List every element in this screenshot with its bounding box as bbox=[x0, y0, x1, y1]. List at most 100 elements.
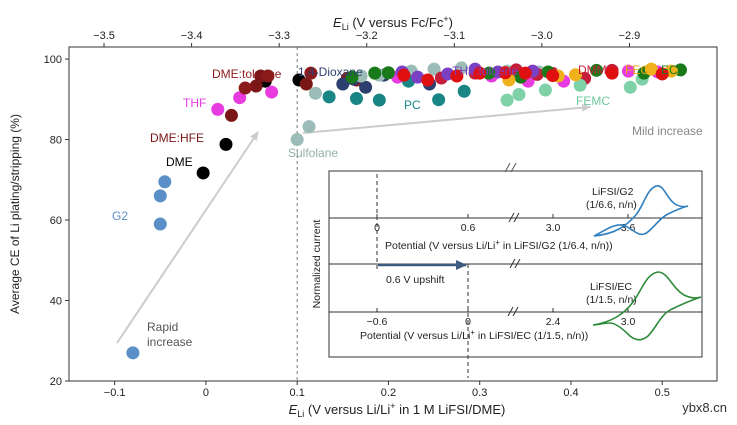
top-tick-label: −3.0 bbox=[531, 30, 553, 42]
top-tick-label: −3.1 bbox=[443, 30, 465, 42]
data-point-g2 bbox=[153, 217, 167, 231]
rapid-increase-arrow bbox=[116, 131, 259, 344]
label-fec: FEC bbox=[625, 63, 649, 77]
data-point-thf bbox=[233, 91, 247, 105]
label-g2: G2 bbox=[112, 209, 128, 223]
data-points bbox=[126, 61, 687, 360]
inset-top-cv-curve bbox=[593, 185, 689, 237]
data-point-ec bbox=[590, 63, 604, 77]
data-point-dmm bbox=[498, 66, 512, 80]
data-point-dmm bbox=[655, 67, 669, 81]
inset-bottom-cv-label-2: (1/1.5, n/n) bbox=[586, 294, 637, 306]
inset-top-cv-label-1: LiFSI/G2 bbox=[592, 186, 634, 198]
inset-bottom-cv-curve bbox=[592, 271, 702, 341]
inset-top-cv-label-2: (1/6.6, n/n) bbox=[586, 199, 637, 211]
data-point-thf-toluene bbox=[411, 70, 425, 84]
data-point-dme-toluene bbox=[238, 81, 252, 95]
label-ec: EC bbox=[661, 63, 678, 77]
data-point-ec bbox=[368, 66, 382, 80]
data-point-1-4-dioxane bbox=[336, 77, 350, 91]
data-point-dme bbox=[219, 137, 233, 151]
y-tick-label: 40 bbox=[50, 296, 62, 308]
data-point-pc bbox=[322, 90, 336, 104]
data-point-sulfolane bbox=[308, 86, 322, 100]
data-point-pc bbox=[457, 84, 471, 98]
inset-top-xlabel: Potential (V versus Li/Li+ in LiFSI/G2 (… bbox=[385, 238, 613, 252]
top-tick-label: −3.2 bbox=[356, 30, 378, 42]
bottom-tick-label: 0.2 bbox=[381, 387, 396, 399]
data-point-dme-toluene bbox=[304, 66, 318, 80]
label-dmm: DMM bbox=[578, 63, 607, 77]
label-mild-increase: Mild increase bbox=[632, 124, 703, 138]
data-point-dme bbox=[196, 166, 210, 180]
label-femc: FEMC bbox=[576, 94, 610, 108]
data-point-1-4-dioxane bbox=[359, 80, 373, 94]
data-point-dme-hfe bbox=[249, 79, 263, 93]
label-rapid: Rapid bbox=[147, 320, 178, 334]
inset-ylabel: Normalized current bbox=[311, 220, 323, 309]
data-point-pc bbox=[372, 93, 386, 107]
bottom-tick-label: 0 bbox=[203, 387, 209, 399]
inset-axis-breaks bbox=[507, 212, 521, 317]
data-point-g2 bbox=[153, 189, 167, 203]
bottom-tick-label: 0.1 bbox=[290, 387, 305, 399]
inset-bottom-tick-label: 0 bbox=[465, 316, 471, 328]
bottom-axis-ticks: −0.1 0 0.1 0.2 0.3 0.4 0.5 bbox=[104, 381, 670, 399]
data-point-femc bbox=[538, 83, 552, 97]
data-point-fec bbox=[569, 68, 583, 82]
y-tick-label: 100 bbox=[44, 54, 62, 66]
data-point-dme-hfe bbox=[299, 77, 313, 91]
data-point-thf bbox=[211, 102, 225, 116]
y-axis-title: Average CE of Li plating/stripping (%) bbox=[8, 114, 22, 314]
data-point-thf bbox=[621, 64, 635, 78]
mild-increase-arrow bbox=[302, 103, 591, 134]
data-point-dmm bbox=[473, 66, 487, 80]
data-point-femc bbox=[512, 87, 526, 101]
inset-bottom-tick-label: 2.4 bbox=[546, 316, 561, 328]
data-point-femc bbox=[573, 78, 587, 92]
label-pc: PC bbox=[404, 98, 421, 112]
label-dme-hfe: DME:HFE bbox=[150, 131, 204, 145]
top-tick-label: −2.9 bbox=[619, 30, 641, 42]
inset-bottom-cv-label-1: LiFSI/EC bbox=[590, 281, 632, 293]
top-tick-label: −3.5 bbox=[93, 30, 115, 42]
top-axis-ticks: −3.5 −3.4 −3.3 −3.2 −3.1 −3.0 −2.9 bbox=[93, 30, 640, 47]
y-axis-ticks: 20 40 60 80 100 bbox=[44, 54, 69, 388]
label-dme-toluene: DME:toluene bbox=[212, 67, 282, 81]
data-point-dmm bbox=[450, 69, 464, 83]
data-point-dmm bbox=[546, 69, 560, 83]
data-point-pc bbox=[432, 93, 446, 107]
bottom-axis-title: ELi (V versus Li/Li+ in 1 M LiFSI/DME) bbox=[289, 401, 506, 419]
bottom-tick-label: 0.4 bbox=[563, 387, 578, 399]
y-tick-label: 20 bbox=[50, 376, 62, 388]
data-point-pc bbox=[349, 92, 363, 106]
bottom-tick-label: 0.5 bbox=[655, 387, 670, 399]
label-increase: increase bbox=[147, 335, 193, 349]
data-point-ec bbox=[381, 66, 395, 80]
inset-shift-label: 0.6 V upshift bbox=[386, 274, 444, 286]
inset-top-tick-label: 0.6 bbox=[461, 222, 476, 234]
data-point-dme-toluene bbox=[261, 69, 275, 83]
y-tick-label: 80 bbox=[50, 135, 62, 147]
data-point-dmm bbox=[605, 66, 619, 80]
data-point-sulfolane bbox=[427, 62, 441, 76]
bottom-tick-label: 0.3 bbox=[472, 387, 487, 399]
inset: Normalized current 0 0.6 3.0 3.6 Potential … bbox=[311, 170, 703, 378]
label-thf-toluene: THF:toluene bbox=[452, 64, 518, 78]
data-point-femc bbox=[500, 93, 514, 107]
y-tick-label: 60 bbox=[50, 215, 62, 227]
inset-top-tick-label: 3.0 bbox=[546, 222, 561, 234]
label-thf: THF bbox=[183, 96, 206, 110]
label-sulfolane: Sulfolane bbox=[288, 146, 338, 160]
data-point-ec bbox=[345, 70, 359, 84]
data-point-ec bbox=[482, 66, 496, 80]
data-point-sulfolane bbox=[290, 133, 304, 147]
inset-bottom-xlabel: Potential (V versus Li/Li+ in LiFSI/EC (… bbox=[360, 328, 588, 342]
data-point-femc bbox=[623, 80, 637, 94]
inset-bottom-ticks: −0.6 0 2.4 3.0 bbox=[367, 308, 635, 328]
data-point-g2 bbox=[126, 346, 140, 360]
top-tick-label: −3.4 bbox=[181, 30, 203, 42]
data-point-sulfolane bbox=[302, 120, 316, 134]
top-axis-title: ELi (V versus Fc/Fc+) bbox=[333, 14, 453, 32]
